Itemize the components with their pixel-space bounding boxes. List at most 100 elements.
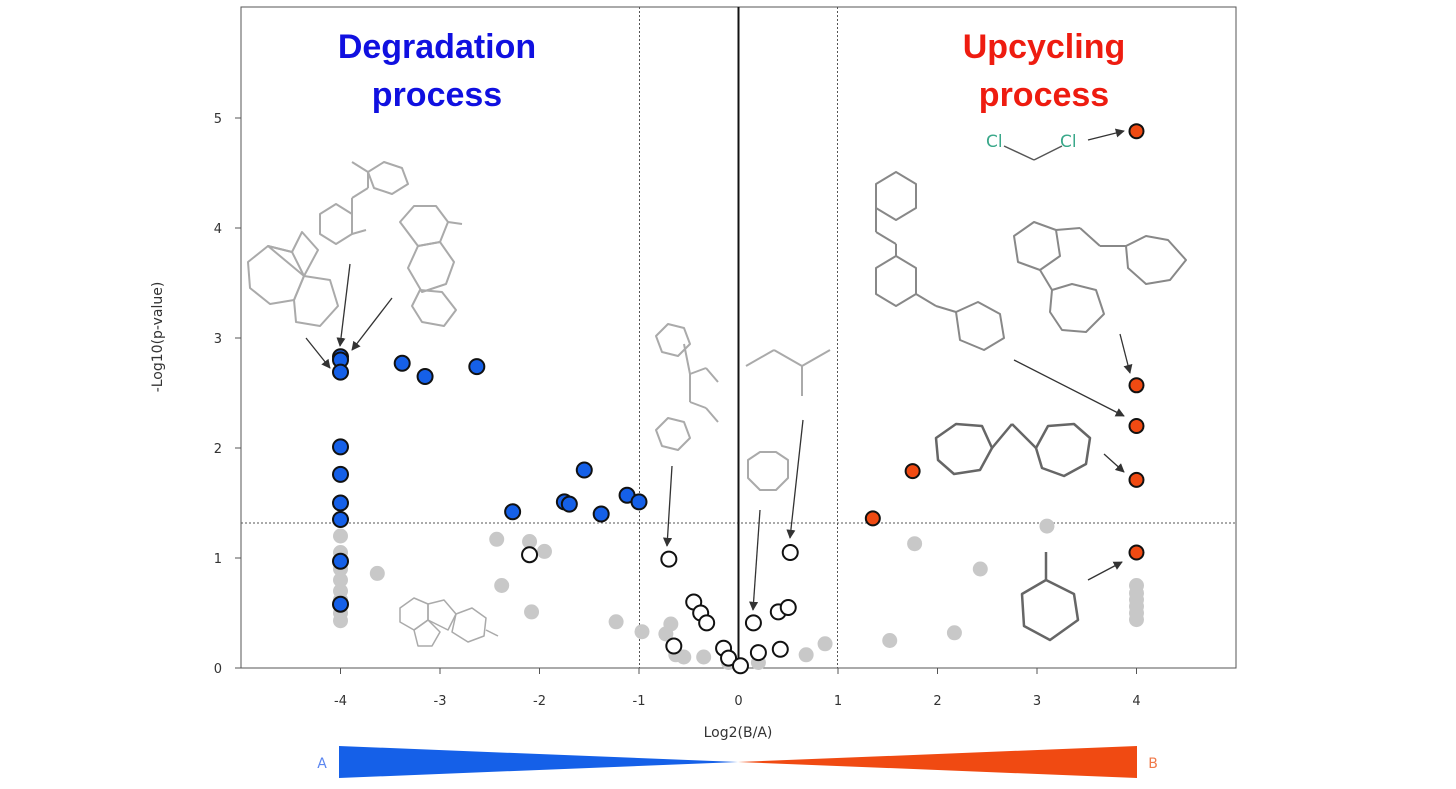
data-point-upcycling (1128, 418, 1145, 434)
arrow-dichloromethane (1087, 128, 1125, 141)
arrow-toluene (1087, 561, 1123, 581)
data-point-near-zero (779, 599, 797, 616)
data-point-degradation (332, 438, 349, 456)
molecule-isobutane (745, 349, 831, 396)
data-point-not-significant (882, 633, 898, 648)
data-point-not-significant (333, 613, 348, 629)
arrow-diphenylmethane (1103, 453, 1125, 473)
gradient-label-b: B (1148, 756, 1158, 772)
x-tick-label: 4 (1132, 694, 1140, 709)
arrow-dibenzo (351, 297, 393, 351)
arrow-diphenylbutadiene (662, 465, 673, 547)
data-point-not-significant (608, 614, 624, 630)
annotation-arrows (305, 128, 1133, 611)
cl-label-right: Cl (1060, 132, 1077, 152)
data-point-not-significant (369, 565, 385, 581)
data-points (332, 123, 1145, 675)
y-axis-title: -Log10(p-value) (150, 282, 166, 393)
data-point-not-significant (524, 604, 540, 620)
molecule-diphenylbutadiene (655, 323, 719, 451)
arrow-benzene (749, 509, 761, 611)
data-point-not-significant (696, 649, 712, 665)
gradient-label-a: A (317, 756, 327, 772)
data-point-near-zero (744, 614, 762, 632)
data-point-not-significant (634, 624, 650, 640)
data-point-degradation (560, 495, 578, 513)
molecule-tricyclic (247, 231, 339, 327)
data-point-degradation (630, 493, 648, 511)
data-point-degradation (332, 595, 349, 613)
data-point-near-zero (720, 649, 738, 667)
x-tick-label: 1 (834, 694, 842, 709)
y-tick-label: 0 (214, 662, 222, 677)
data-point-near-zero (665, 637, 683, 655)
data-point-not-significant (333, 572, 348, 588)
y-axis-ticks: 0 1 2 3 4 5 (214, 112, 241, 677)
degradation-label-line1: Degradation (338, 28, 536, 66)
data-point-degradation (332, 465, 349, 483)
upcycling-label-line1: Upcycling (963, 28, 1125, 66)
data-point-not-significant (1039, 518, 1055, 534)
molecule-benzene (747, 451, 789, 491)
y-tick-label: 3 (214, 332, 222, 347)
data-point-degradation (332, 511, 349, 528)
arrow-phenylethylbiphenyl (1119, 333, 1133, 374)
molecule-structures: Cl Cl (247, 132, 1187, 647)
molecule-dichloromethane (1003, 145, 1063, 161)
arrow-dibenzylbenzene (1013, 359, 1125, 417)
data-point-near-zero (698, 614, 716, 632)
arrow-styryl (336, 263, 351, 347)
data-point-not-significant (798, 647, 814, 663)
data-point-degradation (332, 494, 349, 512)
data-point-upcycling (1128, 544, 1145, 561)
molecule-phenylethylbiphenyl (1013, 221, 1187, 333)
x-tick-label: 0 (734, 694, 742, 709)
data-point-not-significant (333, 528, 348, 544)
x-axis-ticks: -4 -3 -2 -1 0 1 2 3 4 (334, 668, 1141, 709)
data-point-degradation (592, 505, 610, 523)
data-point-upcycling (904, 463, 921, 480)
data-point-degradation (575, 461, 593, 479)
x-axis-title: Log2(B/A) (704, 725, 773, 741)
data-point-degradation (468, 358, 486, 376)
degradation-label-line2: process (372, 76, 502, 114)
y-tick-label: 1 (214, 552, 222, 567)
x-tick-label: -1 (633, 694, 646, 709)
data-point-near-zero (660, 550, 678, 568)
x-tick-label: -4 (334, 694, 347, 709)
data-point-degradation (332, 552, 349, 570)
y-tick-label: 4 (214, 222, 222, 237)
molecule-dibenzo (399, 205, 463, 327)
data-point-not-significant (907, 536, 923, 552)
data-point-upcycling (1128, 377, 1145, 394)
y-tick-label: 5 (214, 112, 222, 127)
molecule-dibenzylbenzene (875, 171, 1005, 351)
data-point-near-zero (771, 640, 789, 658)
gradient-bar-a (339, 746, 738, 778)
data-point-not-significant (536, 543, 552, 559)
data-point-not-significant (489, 531, 505, 547)
data-point-not-significant (522, 534, 538, 549)
molecule-fluorene (399, 597, 499, 647)
data-point-near-zero (731, 657, 749, 675)
molecule-styryl (319, 161, 409, 245)
data-point-near-zero (781, 544, 799, 561)
data-point-near-zero (749, 644, 767, 662)
data-point-upcycling (864, 510, 881, 527)
data-point-not-significant (817, 636, 833, 652)
arrow-isobutane (786, 419, 804, 539)
upcycling-label-line2: process (979, 76, 1109, 114)
data-point-upcycling (1128, 471, 1145, 488)
x-tick-label: -3 (434, 694, 447, 709)
data-point-degradation (393, 354, 411, 372)
data-point-not-significant (663, 616, 679, 632)
y-tick-label: 2 (214, 442, 222, 457)
data-point-degradation (416, 368, 434, 385)
molecule-toluene (1020, 552, 1080, 642)
data-point-degradation (504, 503, 522, 521)
data-point-not-significant (972, 561, 988, 577)
x-tick-label: -2 (533, 694, 546, 709)
x-tick-label: 3 (1033, 694, 1041, 709)
data-point-not-significant (1129, 612, 1144, 628)
